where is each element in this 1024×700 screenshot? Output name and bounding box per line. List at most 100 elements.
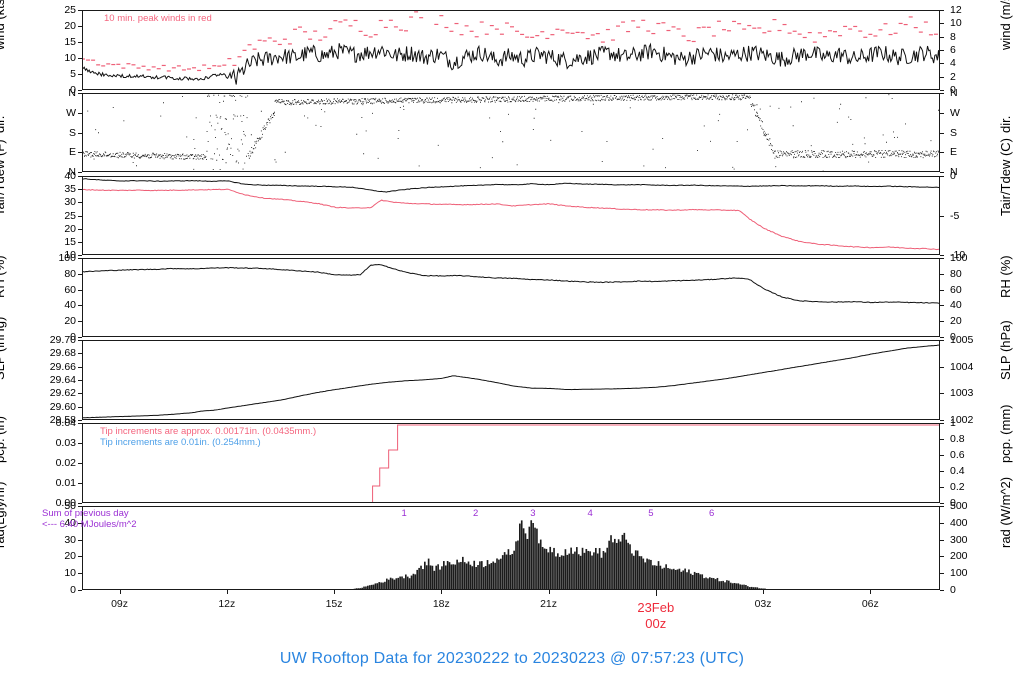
ytickmark-left-slp-6 (78, 420, 82, 421)
ytick-right-wind-4: 4 (950, 57, 956, 70)
ytick-left-temp-5: 15 (64, 235, 76, 248)
ytickmark-left-rad-2 (78, 539, 82, 541)
ytick-left-temp-3: 25 (64, 209, 76, 222)
ytick-left-rad-1: 40 (64, 516, 76, 529)
ytick-left-rad-3: 20 (64, 550, 76, 563)
ytick-left-slp-6: 29.58 (49, 414, 76, 426)
xtickmark-3 (441, 590, 443, 594)
ytickmark-right-rh-5 (940, 337, 944, 338)
ytickmark-left-slp-1 (78, 353, 82, 355)
series-layer-slp (83, 344, 939, 419)
ytickmark-left-pcp-2 (78, 463, 82, 464)
ytick-right-pcp-0: 1 (950, 417, 956, 429)
ytickmark-left-wind-1 (78, 26, 82, 27)
ytickmark-right-rh-1 (940, 273, 944, 275)
ytickmark-left-temp-2 (78, 202, 82, 204)
ytick-right-wind-3: 6 (950, 44, 956, 56)
ytickmark-left-dir-1 (78, 112, 82, 114)
ytickmark-right-slp-0 (940, 340, 944, 341)
ytickmark-left-wind-0 (78, 10, 82, 11)
ytickmark-right-rad-5 (940, 590, 944, 591)
ytick-left-rh-2: 60 (64, 283, 76, 296)
ytick-left-wind-2: 15 (64, 36, 76, 48)
ytickmark-left-temp-1 (78, 189, 82, 191)
rad-inner-tick-5: 6 (708, 508, 715, 519)
ytick-left-rh-5: 0 (70, 331, 76, 343)
ytick-left-rh-1: 80 (64, 267, 76, 280)
ytickmark-right-wind-6 (940, 90, 944, 91)
plot-dir (82, 93, 940, 172)
ytick-right-rad-2: 300 (950, 533, 968, 546)
ytickmark-right-rh-4 (940, 321, 944, 323)
ytick-right-wind-0: 12 (950, 4, 962, 16)
ytickmark-left-rh-1 (78, 273, 82, 275)
ytickmark-left-slp-2 (78, 366, 82, 368)
ytickmark-left-dir-3 (78, 152, 82, 154)
ytick-left-temp-6: 10 (64, 249, 76, 261)
ytick-right-wind-2: 8 (950, 30, 956, 43)
rad-inner-tick-1: 2 (473, 508, 479, 519)
rad-inner-tick-2: 3 (530, 508, 536, 519)
ytick-left-pcp-3: 0.01 (55, 477, 76, 489)
ytickmark-right-temp-2 (940, 255, 944, 256)
xtickmark-2 (334, 590, 336, 594)
ytick-left-pcp-4: 0.00 (55, 497, 76, 509)
ytickmark-right-rad-3 (940, 556, 944, 558)
ytickmark-right-pcp-3 (940, 471, 944, 472)
ytickmark-left-dir-4 (78, 172, 82, 173)
ytickmark-left-wind-3 (78, 58, 82, 59)
ytickmark-left-rh-3 (78, 305, 82, 307)
ytick-left-dir-1: W (66, 106, 76, 119)
ytick-left-slp-3: 29.64 (49, 374, 76, 386)
ytickmark-left-pcp-3 (78, 483, 82, 484)
ytick-left-dir-3: E (68, 146, 76, 159)
ytick-left-rad-0: 50 (64, 500, 76, 512)
rad-annotation-line2: <--- 6.40 MJoules/m^2 (42, 519, 137, 530)
ytickmark-left-rh-2 (78, 289, 82, 291)
pcp-annotation-red: Tip increments are approx. 0.00171in. (0… (100, 426, 317, 437)
ytick-left-slp-1: 29.68 (49, 347, 76, 360)
ytick-right-slp-2: 1003 (950, 387, 974, 400)
ytick-left-temp-2: 30 (64, 196, 76, 209)
ytickmark-right-slp-1 (940, 366, 944, 368)
ytickmark-left-dir-0 (78, 93, 82, 94)
ytickmark-right-wind-4 (940, 63, 944, 65)
ytick-right-pcp-2: 0.6 (950, 449, 965, 461)
ytickmark-left-rh-0 (78, 258, 82, 259)
ytickmark-right-dir-1 (940, 112, 944, 114)
ytickmark-left-temp-5 (78, 241, 82, 243)
plot-pcp (82, 423, 940, 503)
series-layer-rh (83, 263, 939, 304)
xtick-label-6: 06z (861, 598, 879, 610)
ytick-right-rh-4: 20 (950, 315, 962, 328)
ytick-left-wind-5: 0 (70, 84, 76, 96)
ytickmark-left-rad-0 (78, 506, 82, 507)
ytick-right-wind-5: 2 (950, 70, 956, 83)
ytickmark-left-pcp-4 (78, 503, 82, 504)
series-layer-pcp (372, 424, 939, 502)
plot-rh (82, 258, 940, 337)
ytick-right-dir-1: W (950, 106, 960, 119)
pcp-annotation-blue: Tip increments are 0.01in. (0.254mm.) (100, 437, 261, 448)
rad-inner-tick-0: 1 (401, 508, 407, 519)
ytickmark-right-wind-0 (940, 10, 944, 11)
rad-annotation-line1: Sum of previous day (42, 508, 129, 519)
chart-title: UW Rooftop Data for 20230222 to 20230223… (279, 650, 745, 667)
ytick-right-pcp-4: 0.2 (950, 481, 965, 493)
xtickmark-1 (226, 590, 228, 594)
ytickmark-right-temp-0 (940, 176, 944, 177)
rad-inner-tick-4: 5 (648, 508, 654, 519)
ytickmark-right-temp-1 (940, 215, 944, 217)
plot-slp (82, 340, 940, 420)
xtickmark-5 (763, 590, 765, 594)
ytick-right-wind-6: 0 (950, 84, 956, 96)
rad-inner-tick-3: 4 (587, 508, 593, 519)
ytick-right-temp-1: -5 (950, 209, 960, 222)
ytick-right-rad-4: 100 (950, 567, 968, 580)
ytickmark-left-rad-4 (78, 573, 82, 575)
ytick-left-temp-0: 40 (64, 170, 76, 182)
xtick-label-1: 12z (218, 598, 236, 610)
ytickmark-right-wind-2 (940, 36, 944, 38)
series-layer-temp (83, 178, 939, 251)
ytickmark-left-slp-4 (78, 393, 82, 395)
